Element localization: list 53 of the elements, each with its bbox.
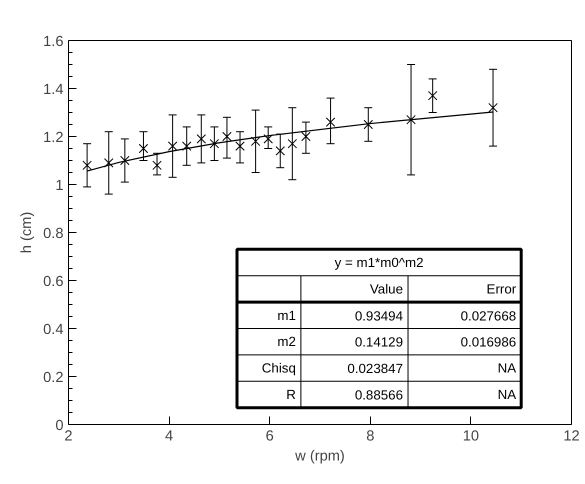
point xyxy=(428,90,438,100)
x-tick-label: 6 xyxy=(266,428,274,444)
point xyxy=(82,160,92,170)
point xyxy=(288,138,298,148)
annotation: 0.016986 xyxy=(460,334,516,350)
point xyxy=(152,160,162,170)
annotation: 0.14129 xyxy=(354,334,404,350)
y-tick-label: 0 xyxy=(55,418,64,434)
y-tick-label: 0.8 xyxy=(43,226,64,242)
point xyxy=(276,146,286,156)
x-tick-label: 4 xyxy=(165,428,174,444)
x-tick-label: 10 xyxy=(462,428,480,444)
annotation: R xyxy=(286,387,296,402)
annotation: 0.027668 xyxy=(460,308,516,324)
y-tick-label: 1.2 xyxy=(43,130,64,146)
point xyxy=(263,134,273,144)
annotation: NA xyxy=(498,360,516,376)
point xyxy=(138,144,148,154)
point xyxy=(222,132,232,142)
point xyxy=(120,156,130,166)
point xyxy=(235,141,245,151)
annotation: y = m1*m0^m2 xyxy=(334,255,424,270)
y-axis-title: h (cm) xyxy=(19,212,36,254)
y-tick-label: 0.6 xyxy=(43,274,64,290)
annotation: 0.023847 xyxy=(347,361,403,376)
point xyxy=(364,120,374,130)
point xyxy=(168,141,178,151)
point xyxy=(488,102,498,112)
annotation: m2 xyxy=(277,334,296,350)
x-axis-title: w (rpm) xyxy=(294,448,345,464)
annotation: 0.93494 xyxy=(354,308,404,324)
x-tick-label: 12 xyxy=(563,428,580,444)
point xyxy=(210,138,220,148)
point xyxy=(326,117,336,127)
point xyxy=(250,136,260,146)
point xyxy=(406,114,416,124)
annotation: Error xyxy=(486,281,517,296)
y-tick-label: 1.6 xyxy=(43,34,64,50)
point xyxy=(182,141,192,151)
annotation: Value xyxy=(370,281,404,296)
x-tick-label: 2 xyxy=(64,428,73,444)
x-tick-label: 8 xyxy=(366,428,374,444)
point xyxy=(104,158,114,168)
annotation: m1 xyxy=(277,308,296,323)
y-tick-label: 1.4 xyxy=(43,82,64,98)
point xyxy=(301,132,311,142)
annotation: Chisq xyxy=(262,360,296,376)
y-tick-label: 1 xyxy=(55,178,64,194)
annotation: 0.88566 xyxy=(354,388,404,402)
y-tick-label: 0.2 xyxy=(43,370,64,386)
y-tick-label: 0.4 xyxy=(43,322,64,338)
point xyxy=(196,134,206,144)
annotation: NA xyxy=(498,387,516,402)
